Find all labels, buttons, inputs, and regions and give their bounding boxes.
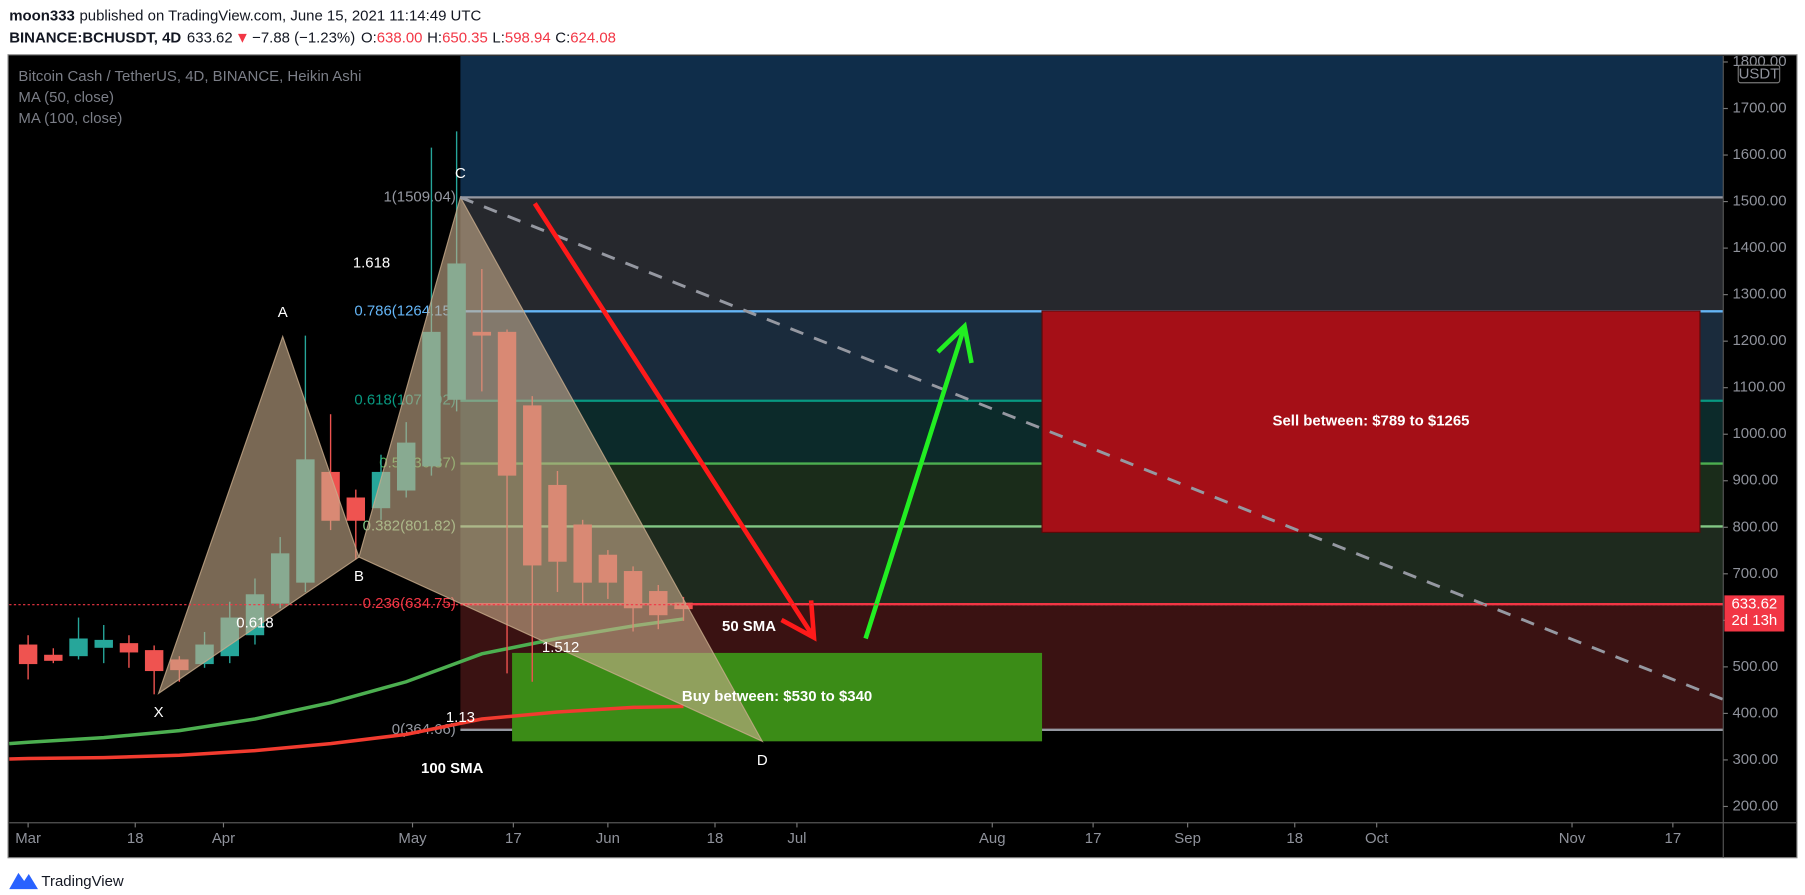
x-tick-label: May (398, 830, 427, 847)
price-tag (1724, 595, 1785, 632)
x-tick-label: 18 (127, 830, 144, 847)
arrow (532, 202, 817, 642)
y-tick-label: 1000.00 (1732, 425, 1786, 442)
y-tick-label: 300.00 (1732, 751, 1778, 768)
quote-line: BINANCE:BCHUSDT, 4D 633.62 ▼ −7.88 (−1.23%)… (9, 29, 616, 46)
x-tick-label: 18 (1286, 830, 1303, 847)
change-arrow: ▼ (235, 29, 250, 46)
price-tag-label: 633.62 (1731, 596, 1777, 613)
candle-body (44, 654, 63, 661)
y-tick-label: 1300.00 (1732, 286, 1786, 303)
legend-entry: MA (100, close) (18, 110, 122, 127)
last-price: 633.62 (187, 29, 233, 46)
box-label: Sell between: $789 to $1265 (1273, 413, 1470, 430)
countdown: 2d 13h (1731, 612, 1777, 629)
publish-line: moon333 published on TradingView.com, Jun… (9, 7, 481, 24)
candle-body (346, 497, 366, 521)
ohlc-value: 650.35 (442, 29, 488, 46)
change: −7.88 (−1.23%) (252, 29, 355, 46)
ohlc-key: L: (492, 29, 504, 46)
x-tick-label: Nov (1559, 830, 1586, 847)
annotation: 50 SMA (722, 618, 776, 635)
author: moon333 (9, 7, 75, 24)
x-tick-label: Oct (1365, 830, 1389, 847)
y-tick-label: 200.00 (1732, 797, 1778, 814)
y-tick-label: 400.00 (1732, 704, 1778, 721)
pattern-label: D (757, 752, 768, 769)
fib-label: 0.236(634.75) (363, 595, 456, 612)
currency-badge (1737, 64, 1781, 84)
pattern-label: X (154, 704, 164, 721)
fib-label: 1(1509.04) (383, 188, 455, 205)
x-tick-label: Sep (1174, 830, 1201, 847)
candle-body (94, 639, 113, 648)
ohlc-value: 638.00 (377, 29, 423, 46)
ohlc-key: H: (427, 29, 442, 46)
legend-entry: MA (50, close) (18, 89, 114, 106)
y-tick-label: 1100.00 (1732, 379, 1785, 396)
y-tick-label: 800.00 (1732, 518, 1778, 535)
x-tick-label: Mar (15, 830, 41, 847)
x-tick-label: 18 (707, 830, 724, 847)
y-tick-label: 1700.00 (1732, 99, 1786, 116)
ohlc-key: O: (361, 29, 377, 46)
logo (9, 872, 38, 890)
x-tick-label: Aug (979, 830, 1006, 847)
pattern-triangle (358, 195, 764, 743)
y-tick-label: 1400.00 (1732, 239, 1786, 256)
arrow (863, 321, 974, 640)
y-tick-label: 1200.00 (1732, 332, 1786, 349)
chart-title: Bitcoin Cash / TetherUS, 4D, BINANCE, He… (18, 68, 361, 85)
pattern-label: C (455, 165, 466, 182)
ohlc-value: 598.94 (505, 29, 551, 46)
pattern-label: A (278, 304, 288, 321)
annotation: 100 SMA (421, 760, 483, 777)
brand: TradingView (41, 873, 123, 890)
x-tick-label: 17 (505, 830, 522, 847)
fib-zone (460, 197, 1724, 312)
y-tick-label: 900.00 (1732, 472, 1778, 489)
candle-body (119, 643, 139, 653)
box-label: Buy between: $530 to $340 (682, 688, 872, 705)
x-tick-label: Apr (212, 830, 235, 847)
x-tick-label: Jul (787, 830, 806, 847)
y-tick-label: 1600.00 (1732, 146, 1786, 163)
x-tick-label: Jun (596, 830, 620, 847)
ma-line (9, 704, 684, 761)
candle-body (18, 644, 38, 665)
zone-box (1041, 310, 1701, 533)
y-tick-label: 1500.00 (1732, 192, 1786, 209)
published: published on TradingView.com, June 15, 2… (79, 7, 481, 24)
pattern-label: B (354, 568, 364, 585)
x-tick-label: 17 (1085, 830, 1102, 847)
annotation: 1.512 (542, 639, 579, 656)
fib-zone (460, 55, 1724, 198)
currency: USDT (1739, 65, 1780, 82)
ohlc-key: C: (555, 29, 570, 46)
candle-body (69, 638, 88, 657)
y-tick-label: 500.00 (1732, 658, 1778, 675)
annotation: 0.618 (236, 615, 273, 632)
candle-body (144, 650, 164, 672)
ohlc-value: 624.08 (570, 29, 616, 46)
annotation: 1.13 (446, 709, 475, 726)
symbol: BINANCE:BCHUSDT, 4D (9, 29, 181, 46)
annotation: 1.618 (353, 254, 390, 271)
x-tick-label: 17 (1665, 830, 1682, 847)
y-tick-label: 700.00 (1732, 565, 1778, 582)
